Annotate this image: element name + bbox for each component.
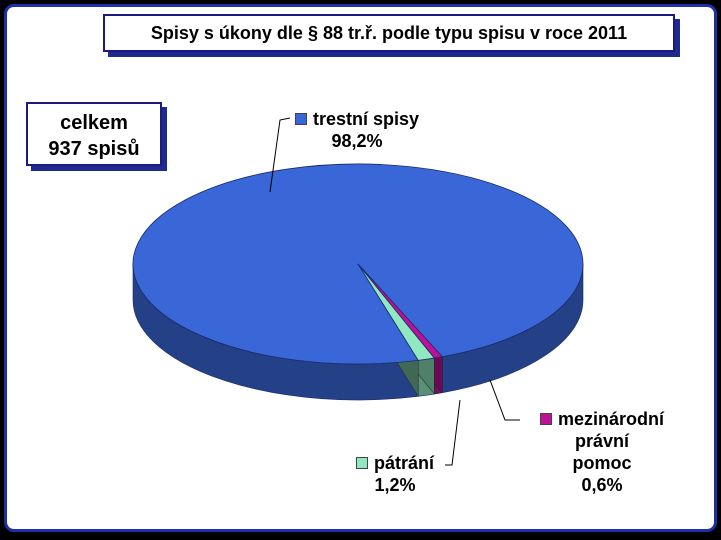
slice-label-trestni: trestní spisy 98,2% [282,108,432,152]
slice-name-patrani: pátrání [373,453,434,473]
leader-line-trestni [269,117,291,193]
slice-name-mezinarodni-3: pomoc [572,453,632,473]
leader-line-mezinarodni [489,379,520,421]
slice-value-trestni: 98,2% [331,131,383,151]
pie-slice-mezinarodni [357,263,444,359]
total-value: 937 spisů [48,138,140,160]
legend-swatch-mezinarodni [539,413,552,425]
slice-label-mezinarodni: mezinárodní právní pomoc 0,6% [522,408,682,496]
leader-line-patrani [445,399,461,466]
legend-swatch-patrani [355,457,368,469]
legend-swatch-trestni [294,113,307,125]
slice-value-patrani: 1,2% [374,475,416,495]
chart-title: Spisy s úkony dle § 88 tr.ř. podle typu … [103,14,675,52]
total-label: celkem [60,112,128,134]
slice-label-patrani: pátrání 1,2% [340,452,450,496]
total-count-box: celkem 937 spisů [26,102,162,166]
slice-name-mezinarodni-2: právní [574,431,630,451]
slice-name-trestni: trestní spisy [312,109,420,129]
slice-value-mezinarodni: 0,6% [581,475,623,495]
slice-name-mezinarodni-1: mezinárodní [557,409,664,429]
